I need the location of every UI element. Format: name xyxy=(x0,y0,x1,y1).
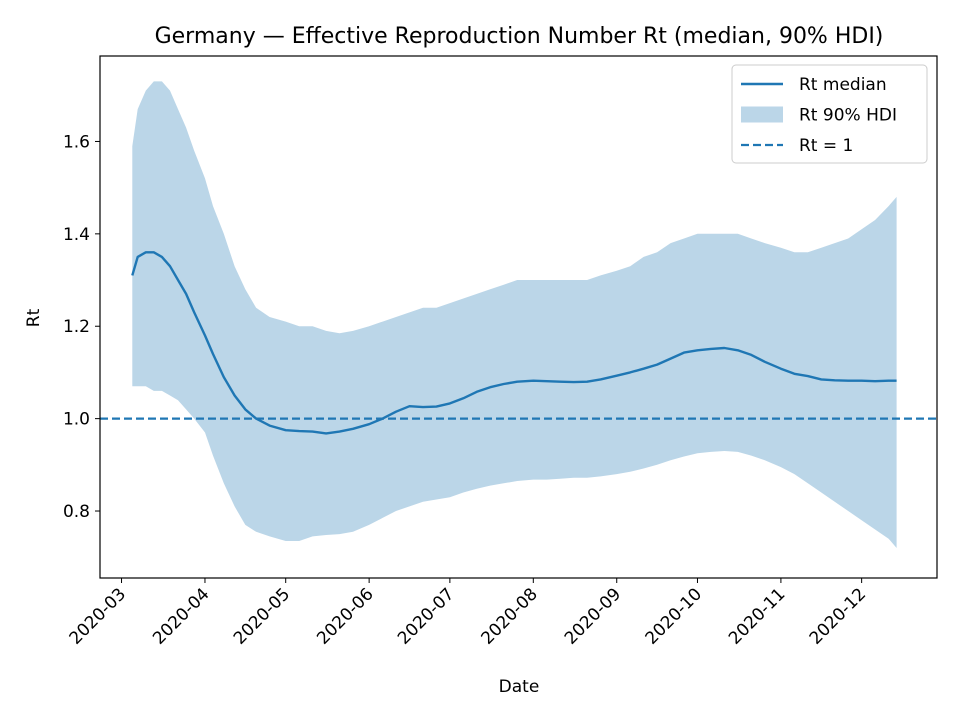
y-axis: 0.8 1.0 1.2 1.4 1.6 xyxy=(63,132,100,522)
y-tick: 0.8 xyxy=(63,502,100,522)
y-tick-label: 1.2 xyxy=(63,317,90,337)
y-tick-label: 1.4 xyxy=(63,225,90,245)
legend: Rt median Rt 90% HDI Rt = 1 xyxy=(731,64,928,164)
y-tick: 1.0 xyxy=(63,410,100,430)
plot-area xyxy=(100,81,937,549)
y-axis-label: Rt xyxy=(24,308,44,327)
axes-frame xyxy=(99,55,938,579)
y-tick-label: 1.0 xyxy=(63,410,90,430)
legend-entry: Rt 90% HDI xyxy=(741,106,897,126)
legend-label: Rt median xyxy=(799,75,887,95)
legend-swatch-band xyxy=(741,106,783,123)
legend-entry: Rt median xyxy=(741,75,887,95)
y-tick: 1.6 xyxy=(63,132,100,152)
legend-box xyxy=(731,64,928,164)
legend-entry: Rt = 1 xyxy=(741,136,853,156)
hdi-band xyxy=(132,81,897,549)
x-axis-label: Date xyxy=(499,677,540,697)
chart-title: Germany — Effective Reproduction Number … xyxy=(155,24,884,49)
median-line xyxy=(131,251,897,435)
y-tick-label: 1.6 xyxy=(63,132,90,152)
y-tick: 1.2 xyxy=(63,317,100,337)
legend-label: Rt = 1 xyxy=(799,136,853,156)
y-tick-label: 0.8 xyxy=(63,502,90,522)
y-tick: 1.4 xyxy=(63,225,100,245)
legend-label: Rt 90% HDI xyxy=(799,106,897,126)
